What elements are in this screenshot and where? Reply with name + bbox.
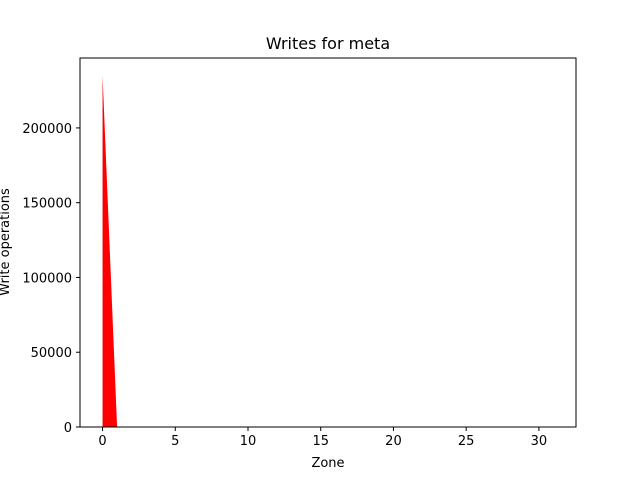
- plot-layer: [102, 75, 554, 427]
- x-axis-label: Zone: [311, 456, 344, 471]
- y-tick-label: 50000: [31, 346, 72, 361]
- x-tick-label: 0: [98, 434, 106, 449]
- chart-title: Writes for meta: [266, 34, 390, 53]
- y-axis-label: Write operations: [0, 188, 13, 296]
- y-tick-label: 150000: [22, 197, 72, 212]
- x-tick-label: 20: [385, 434, 402, 449]
- y-tick-label: 100000: [22, 271, 72, 286]
- ticks-layer: 0 5 10 15 20 25 30 0 50000 100000 150000 200000: [22, 122, 547, 449]
- x-tick-label: 5: [171, 434, 179, 449]
- series-area-0: [102, 75, 554, 427]
- x-tick-label: 25: [458, 434, 475, 449]
- y-tick-label: 0: [64, 421, 72, 436]
- axes-frame: [79, 57, 577, 428]
- y-tick-label: 200000: [22, 122, 72, 137]
- x-tick-label: 10: [240, 434, 257, 449]
- x-tick-label: 15: [312, 434, 329, 449]
- x-tick-label: 30: [531, 434, 548, 449]
